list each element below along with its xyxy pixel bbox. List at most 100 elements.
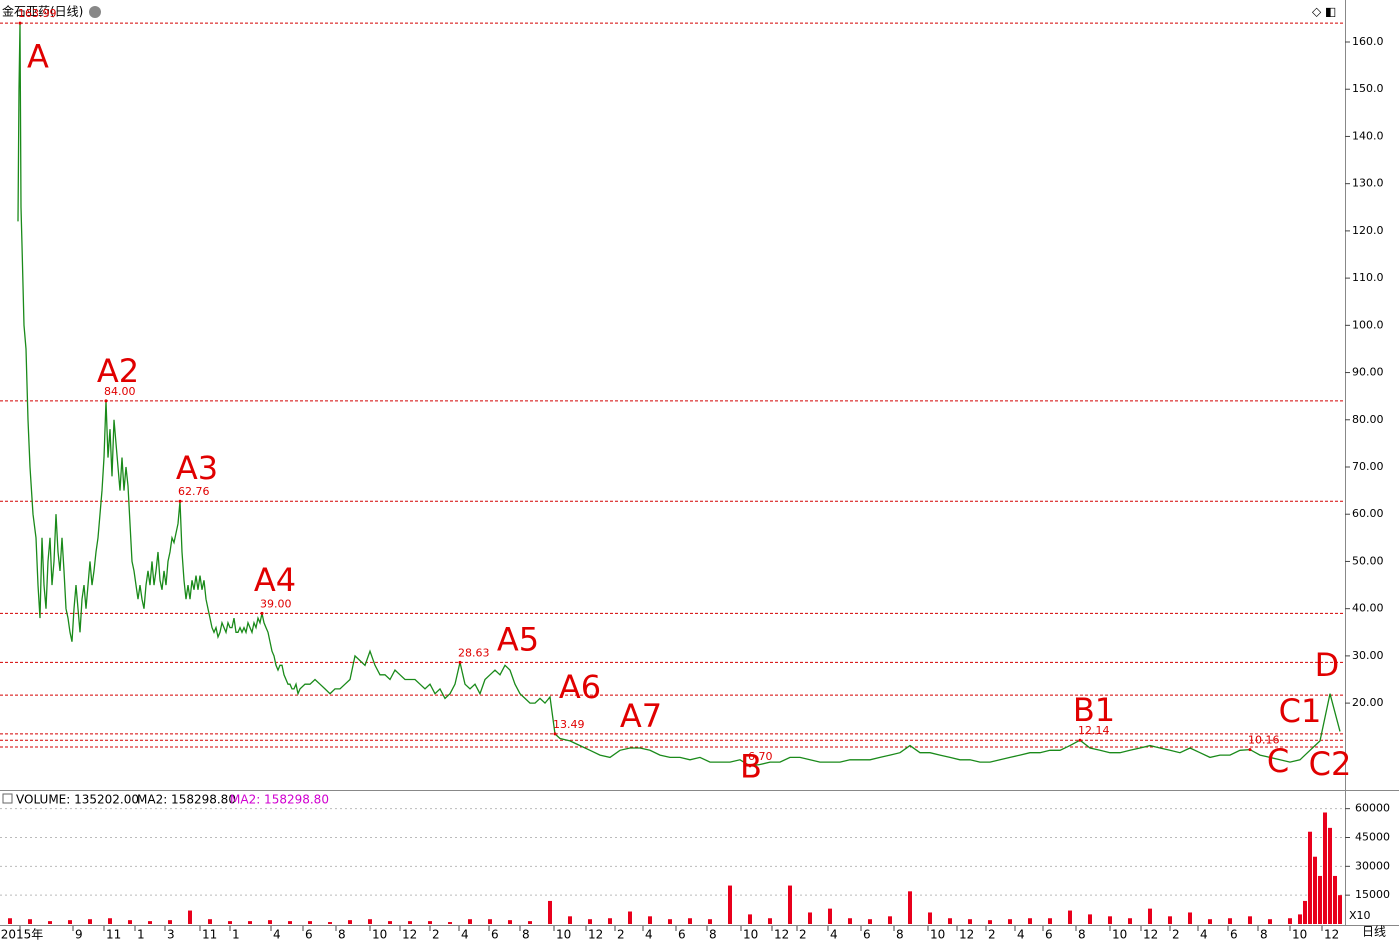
volume-bar [1338,895,1342,924]
volume-bar [1128,918,1132,924]
volume-bar [1333,875,1337,924]
volume-bar [1068,910,1072,924]
x-tick-label: 8 [522,928,530,942]
x-tick-label: 10 [556,928,571,942]
volume-bar [1303,900,1307,924]
unit-label: X10 [1349,909,1371,922]
volume-bar [1298,914,1302,924]
volume-bar [228,921,232,924]
x-tick-label: 8 [1260,928,1268,942]
volume-bar [408,921,412,924]
volume-bar [468,919,472,924]
y-tick-label: 60000 [1355,802,1390,815]
volume-bar [808,912,812,924]
x-tick-label: 10 [1292,928,1307,942]
wave-annotation: B1 [1073,691,1115,729]
volume-bar [308,921,312,924]
volume-bar [568,916,572,924]
y-tick-label: 150.0 [1352,82,1384,95]
volume-bar [1318,875,1322,924]
x-tick-label: 10 [372,928,387,942]
y-tick-label: 40.00 [1352,602,1384,615]
marked-point [1078,738,1082,742]
volume-bar [1323,812,1327,924]
volume-bar [268,920,272,924]
volume-bar [648,916,652,924]
volume-bar [1048,918,1052,924]
point-label: 28.63 [458,646,490,659]
volume-bar [1268,919,1272,924]
marked-point [104,399,108,403]
point-label: 62.76 [178,485,210,498]
volume-bar [48,921,52,924]
point-label: 13.49 [553,718,585,731]
y-tick-label: 90.00 [1352,366,1384,379]
volume-bar [1248,916,1252,924]
volume-bar [108,918,112,924]
tool-icon[interactable]: ◇ ◧ [1312,5,1336,19]
volume-bar [1288,918,1292,924]
point-label: 12.14 [1078,724,1110,737]
x-tick-label: 4 [645,928,653,942]
x-tick-label: 2015年 [1,928,44,942]
volume-bar [588,919,592,924]
y-tick-label: 130.0 [1352,177,1384,190]
x-tick-label: 8 [1078,928,1086,942]
x-tick-label: 12 [774,928,789,942]
volume-bar [788,885,792,924]
volume-bar [908,891,912,924]
volume-bar [1148,908,1152,924]
volume-bar [988,920,992,924]
x-tick-label: 2 [799,928,807,942]
x-tick-label: 8 [896,928,904,942]
x-tick-label: 4 [1200,928,1208,942]
volume-bar [388,921,392,924]
legend-entry: VOLUME: 135202.00 [16,793,139,807]
marked-point [18,21,22,25]
wave-annotation: D [1315,646,1340,684]
x-tick-label: 12 [588,928,603,942]
x-tick-label: 12 [402,928,417,942]
x-tick-label: 8 [709,928,717,942]
x-tick-label: 11 [202,928,217,942]
x-tick-label: 12 [1324,928,1339,942]
volume-bar [1328,827,1332,924]
volume-bar [1188,912,1192,924]
point-label: 163.99 [18,7,57,20]
x-tick-label: 6 [1045,928,1053,942]
volume-bar [528,921,532,924]
volume-bar [248,921,252,924]
x-tick-label: 1 [232,928,240,942]
wave-annotation: A4 [254,561,296,599]
y-tick-label: 100.0 [1352,318,1384,331]
wave-annotation: A3 [176,449,218,487]
y-tick-label: 70.00 [1352,460,1384,473]
point-label: 6.70 [748,750,773,763]
y-tick-label: 50.00 [1352,554,1384,567]
volume-bar [708,919,712,924]
volume-bar [508,920,512,924]
wave-annotation: C2 [1309,745,1352,783]
volume-bar [768,918,772,924]
volume-bar [1313,856,1317,924]
point-label: 10.16 [1248,734,1280,747]
x-tick-label: 6 [305,928,313,942]
marked-point [458,660,462,664]
volume-bar [368,919,372,924]
volume-bar [748,914,752,924]
marked-point [748,764,752,768]
title-menu[interactable] [89,6,101,18]
x-tick-label: 10 [1112,928,1127,942]
x-tick-label: 3 [167,928,175,942]
volume-bar [208,919,212,924]
x-tick-label: 4 [1017,928,1025,942]
volume-bar [8,918,12,924]
x-tick-label: 2 [617,928,625,942]
x-tick-label: 4 [830,928,838,942]
y-tick-label: 160.0 [1352,35,1384,48]
x-tick-label: 12 [1143,928,1158,942]
volume-icon[interactable] [2,793,13,804]
volume-bar [948,918,952,924]
x-tick-label: 10 [743,928,758,942]
x-tick-label: 11 [106,928,121,942]
